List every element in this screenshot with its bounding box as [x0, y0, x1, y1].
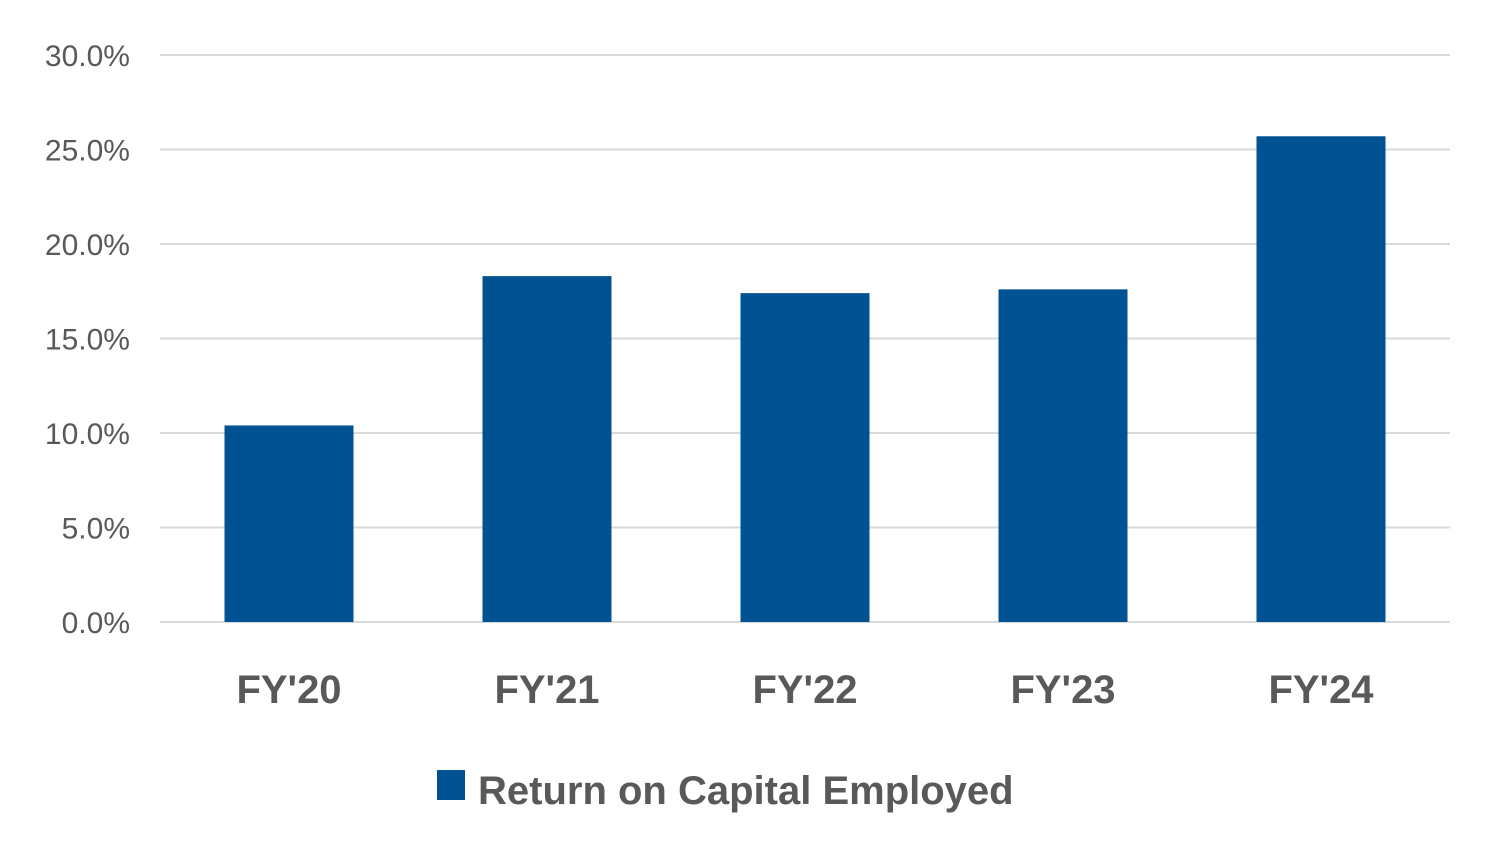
bar	[998, 289, 1128, 622]
y-tick-label: 25.0%	[45, 135, 130, 168]
bar	[1256, 136, 1386, 622]
bar	[740, 293, 870, 622]
y-tick-label: 30.0%	[45, 40, 130, 73]
y-tick-label: 10.0%	[45, 418, 130, 451]
y-axis-tick-labels: 0.0% 5.0% 10.0% 15.0% 20.0% 25.0% 30.0%	[45, 40, 130, 640]
legend: Return on Capital Employed	[437, 769, 1014, 813]
x-tick-label: FY'20	[236, 668, 341, 712]
y-tick-label: 0.0%	[62, 607, 130, 640]
y-tick-label: 20.0%	[45, 229, 130, 262]
x-tick-label: FY'23	[1010, 668, 1115, 712]
x-tick-label: FY'22	[752, 668, 857, 712]
bars	[224, 136, 1386, 622]
bar	[482, 276, 612, 622]
y-tick-label: 15.0%	[45, 324, 130, 357]
x-tick-label: FY'21	[494, 668, 599, 712]
bar	[224, 425, 354, 622]
x-axis-tick-labels: FY'20 FY'21 FY'22 FY'23 FY'24	[236, 668, 1374, 712]
legend-label: Return on Capital Employed	[478, 769, 1014, 813]
x-tick-label: FY'24	[1268, 668, 1374, 712]
y-tick-label: 5.0%	[62, 513, 130, 546]
legend-swatch	[437, 770, 465, 800]
